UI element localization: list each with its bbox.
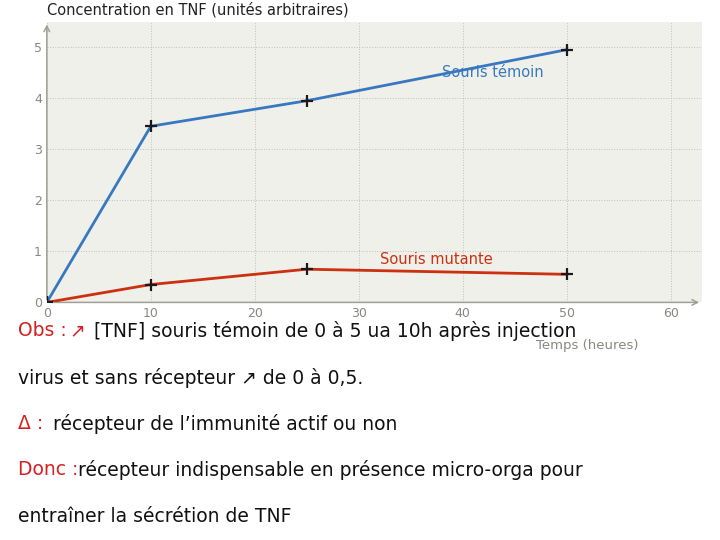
Text: Obs :: Obs : <box>18 321 67 340</box>
Text: Δ :: Δ : <box>18 414 43 433</box>
Text: [TNF] souris témoin de 0 à 5 ua 10h après injection: [TNF] souris témoin de 0 à 5 ua 10h aprè… <box>94 321 576 341</box>
Text: Donc :: Donc : <box>18 461 78 480</box>
Text: récepteur de l’immunité actif ou non: récepteur de l’immunité actif ou non <box>53 414 397 434</box>
Text: Concentration en TNF (unités arbitraires): Concentration en TNF (unités arbitraires… <box>47 2 348 18</box>
Text: Temps (heures): Temps (heures) <box>536 339 639 352</box>
Text: Souris mutante: Souris mutante <box>379 252 492 267</box>
Text: ↗: ↗ <box>70 321 86 340</box>
Text: virus et sans récepteur ↗ de 0 à 0,5.: virus et sans récepteur ↗ de 0 à 0,5. <box>18 368 364 388</box>
Text: récepteur indispensable en présence micro-orga pour: récepteur indispensable en présence micr… <box>78 461 582 481</box>
Text: Souris témoin: Souris témoin <box>442 65 544 80</box>
Text: entraîner la sécrétion de TNF: entraîner la sécrétion de TNF <box>18 507 292 526</box>
